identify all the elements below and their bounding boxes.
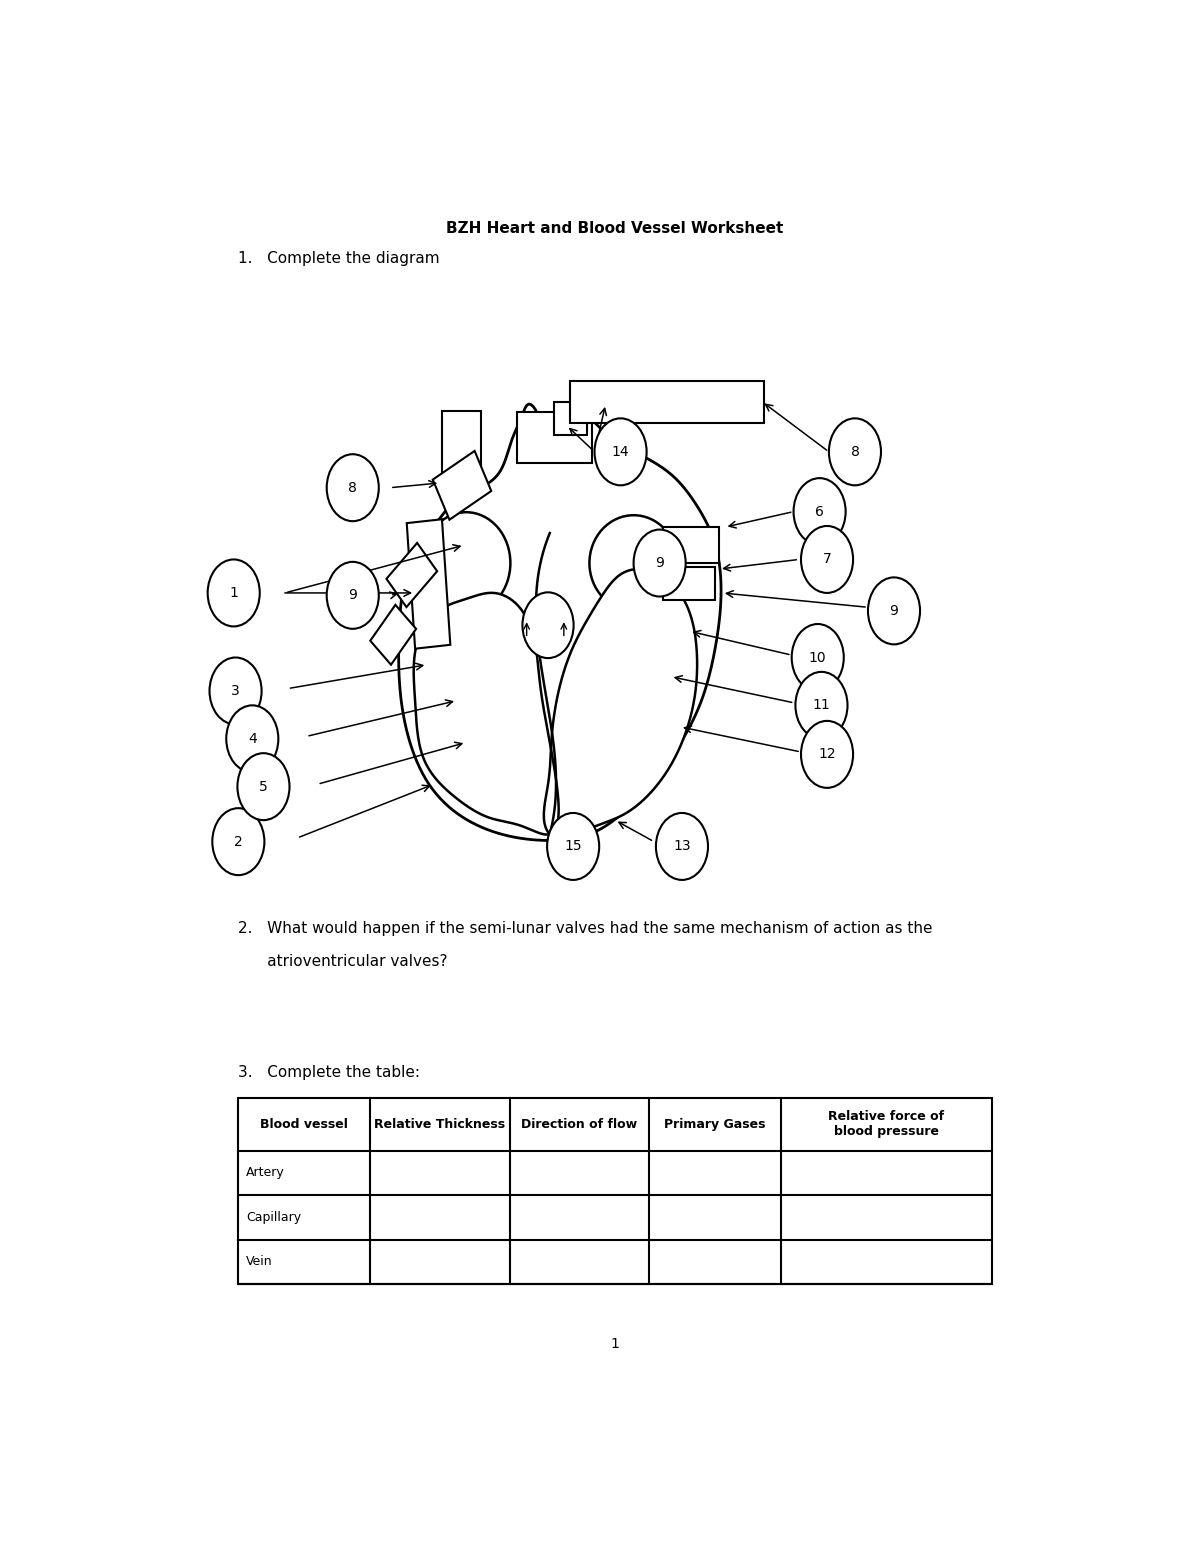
Text: 3.   Complete the table:: 3. Complete the table:	[239, 1065, 420, 1081]
Bar	[239, 1098, 991, 1284]
Text: 8: 8	[851, 444, 859, 458]
Polygon shape	[414, 593, 559, 834]
Text: 13: 13	[673, 840, 691, 854]
Ellipse shape	[589, 516, 678, 610]
Text: 5: 5	[259, 780, 268, 794]
Text: 14: 14	[612, 444, 629, 458]
Circle shape	[656, 812, 708, 881]
Circle shape	[594, 418, 647, 485]
Text: Relative Thickness: Relative Thickness	[374, 1118, 505, 1131]
Text: 9: 9	[348, 589, 358, 603]
Circle shape	[210, 657, 262, 724]
Text: Vein: Vein	[246, 1255, 272, 1269]
Polygon shape	[664, 526, 719, 564]
Text: 7: 7	[823, 553, 832, 567]
Circle shape	[547, 812, 599, 881]
Polygon shape	[398, 402, 721, 840]
Circle shape	[634, 530, 685, 596]
Circle shape	[802, 721, 853, 787]
Circle shape	[793, 478, 846, 545]
Circle shape	[796, 672, 847, 739]
Text: 9: 9	[889, 604, 899, 618]
Text: 10: 10	[809, 651, 827, 665]
Circle shape	[227, 705, 278, 772]
Circle shape	[792, 624, 844, 691]
Polygon shape	[554, 402, 587, 435]
Ellipse shape	[522, 592, 574, 658]
Text: BZH Heart and Blood Vessel Worksheet: BZH Heart and Blood Vessel Worksheet	[446, 221, 784, 236]
Text: 9: 9	[655, 556, 664, 570]
Text: Relative force of
blood pressure: Relative force of blood pressure	[828, 1110, 944, 1138]
Polygon shape	[664, 567, 715, 599]
Text: 1: 1	[229, 585, 238, 599]
Text: 4: 4	[248, 731, 257, 745]
Text: Primary Gases: Primary Gases	[664, 1118, 766, 1131]
Text: 1.   Complete the diagram: 1. Complete the diagram	[239, 252, 440, 266]
Polygon shape	[570, 380, 764, 422]
Text: Capillary: Capillary	[246, 1211, 301, 1224]
Circle shape	[326, 562, 379, 629]
Circle shape	[802, 526, 853, 593]
Polygon shape	[544, 568, 697, 839]
Text: 3: 3	[232, 683, 240, 697]
Polygon shape	[660, 547, 678, 579]
Text: 6: 6	[815, 505, 824, 519]
Ellipse shape	[422, 512, 510, 613]
Text: Artery: Artery	[246, 1166, 284, 1179]
Text: 2: 2	[234, 834, 242, 848]
Circle shape	[868, 578, 920, 644]
Polygon shape	[386, 544, 437, 607]
Polygon shape	[442, 412, 481, 480]
Text: 8: 8	[348, 481, 358, 495]
Text: 2.   What would happen if the semi-lunar valves had the same mechanism of action: 2. What would happen if the semi-lunar v…	[239, 921, 932, 935]
Circle shape	[212, 808, 264, 876]
Text: 12: 12	[818, 747, 836, 761]
Text: Direction of flow: Direction of flow	[521, 1118, 637, 1131]
Circle shape	[326, 453, 379, 522]
Polygon shape	[371, 604, 416, 665]
Text: atrioventricular valves?: atrioventricular valves?	[239, 954, 448, 969]
Polygon shape	[517, 413, 592, 463]
Polygon shape	[407, 519, 450, 649]
Text: Blood vessel: Blood vessel	[260, 1118, 348, 1131]
Text: 11: 11	[812, 699, 830, 713]
Text: 15: 15	[564, 840, 582, 854]
Circle shape	[238, 753, 289, 820]
Circle shape	[208, 559, 259, 626]
Circle shape	[829, 418, 881, 485]
Text: 1: 1	[611, 1337, 619, 1351]
Polygon shape	[433, 450, 491, 520]
